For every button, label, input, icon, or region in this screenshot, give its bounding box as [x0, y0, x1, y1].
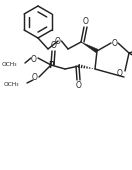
Text: O: O	[51, 41, 56, 50]
Text: O: O	[32, 73, 38, 82]
Text: O: O	[82, 18, 88, 27]
Text: O: O	[55, 37, 61, 46]
Text: OCH₃: OCH₃	[1, 62, 17, 66]
Polygon shape	[81, 42, 98, 53]
Text: O: O	[117, 69, 123, 78]
Text: P: P	[48, 61, 54, 70]
Text: O: O	[76, 81, 82, 89]
Text: O: O	[112, 39, 118, 48]
Text: OCH₃: OCH₃	[3, 81, 19, 87]
Text: O: O	[31, 55, 37, 64]
